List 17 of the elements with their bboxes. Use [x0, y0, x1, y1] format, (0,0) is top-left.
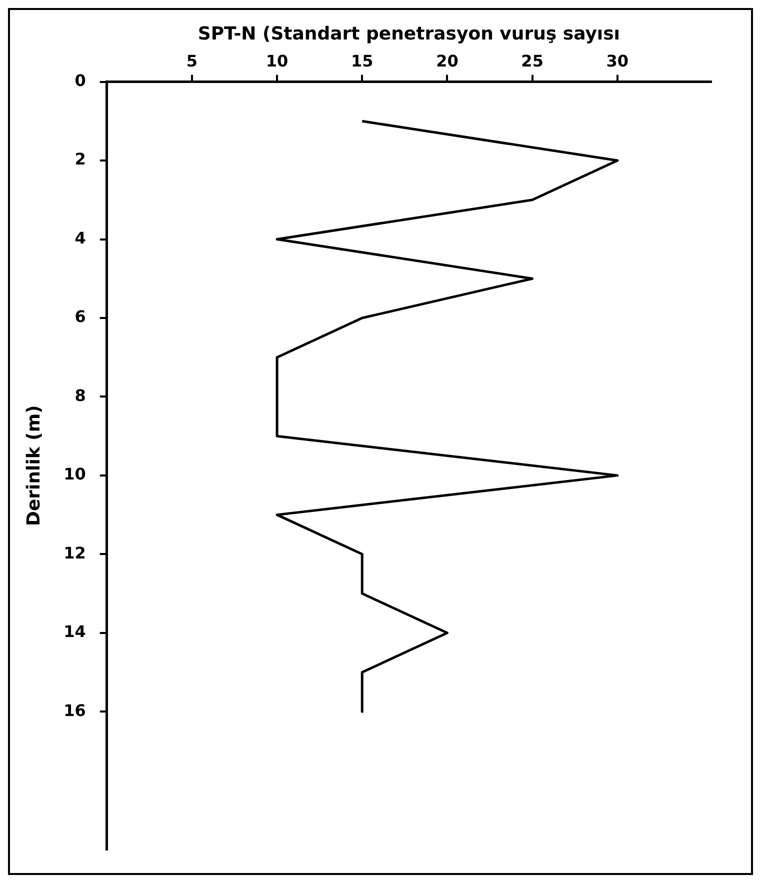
x-tick-label: 5 — [186, 51, 198, 70]
y-tick-label: 4 — [74, 228, 86, 248]
x-tick-label: 30 — [606, 51, 629, 70]
x-axis-title: SPT-N (Standart penetrasyon vuruş sayısı — [198, 23, 620, 44]
y-tick-label: 2 — [74, 150, 86, 169]
y-tick-label: 10 — [64, 464, 86, 484]
y-axis-title: Derinlik (m) — [23, 405, 44, 526]
x-tick-label: 25 — [521, 51, 544, 70]
y-tick-label: 12 — [64, 543, 86, 562]
y-tick-label: 0 — [74, 70, 86, 90]
y-tick-label: 16 — [64, 700, 86, 720]
y-tick-label: 8 — [74, 386, 86, 405]
y-tick-label: 6 — [74, 307, 86, 326]
x-tick-label: 15 — [351, 51, 374, 70]
y-tick-label: 14 — [64, 622, 86, 642]
x-tick-label: 10 — [266, 51, 288, 70]
x-tick-label: 20 — [436, 51, 458, 70]
